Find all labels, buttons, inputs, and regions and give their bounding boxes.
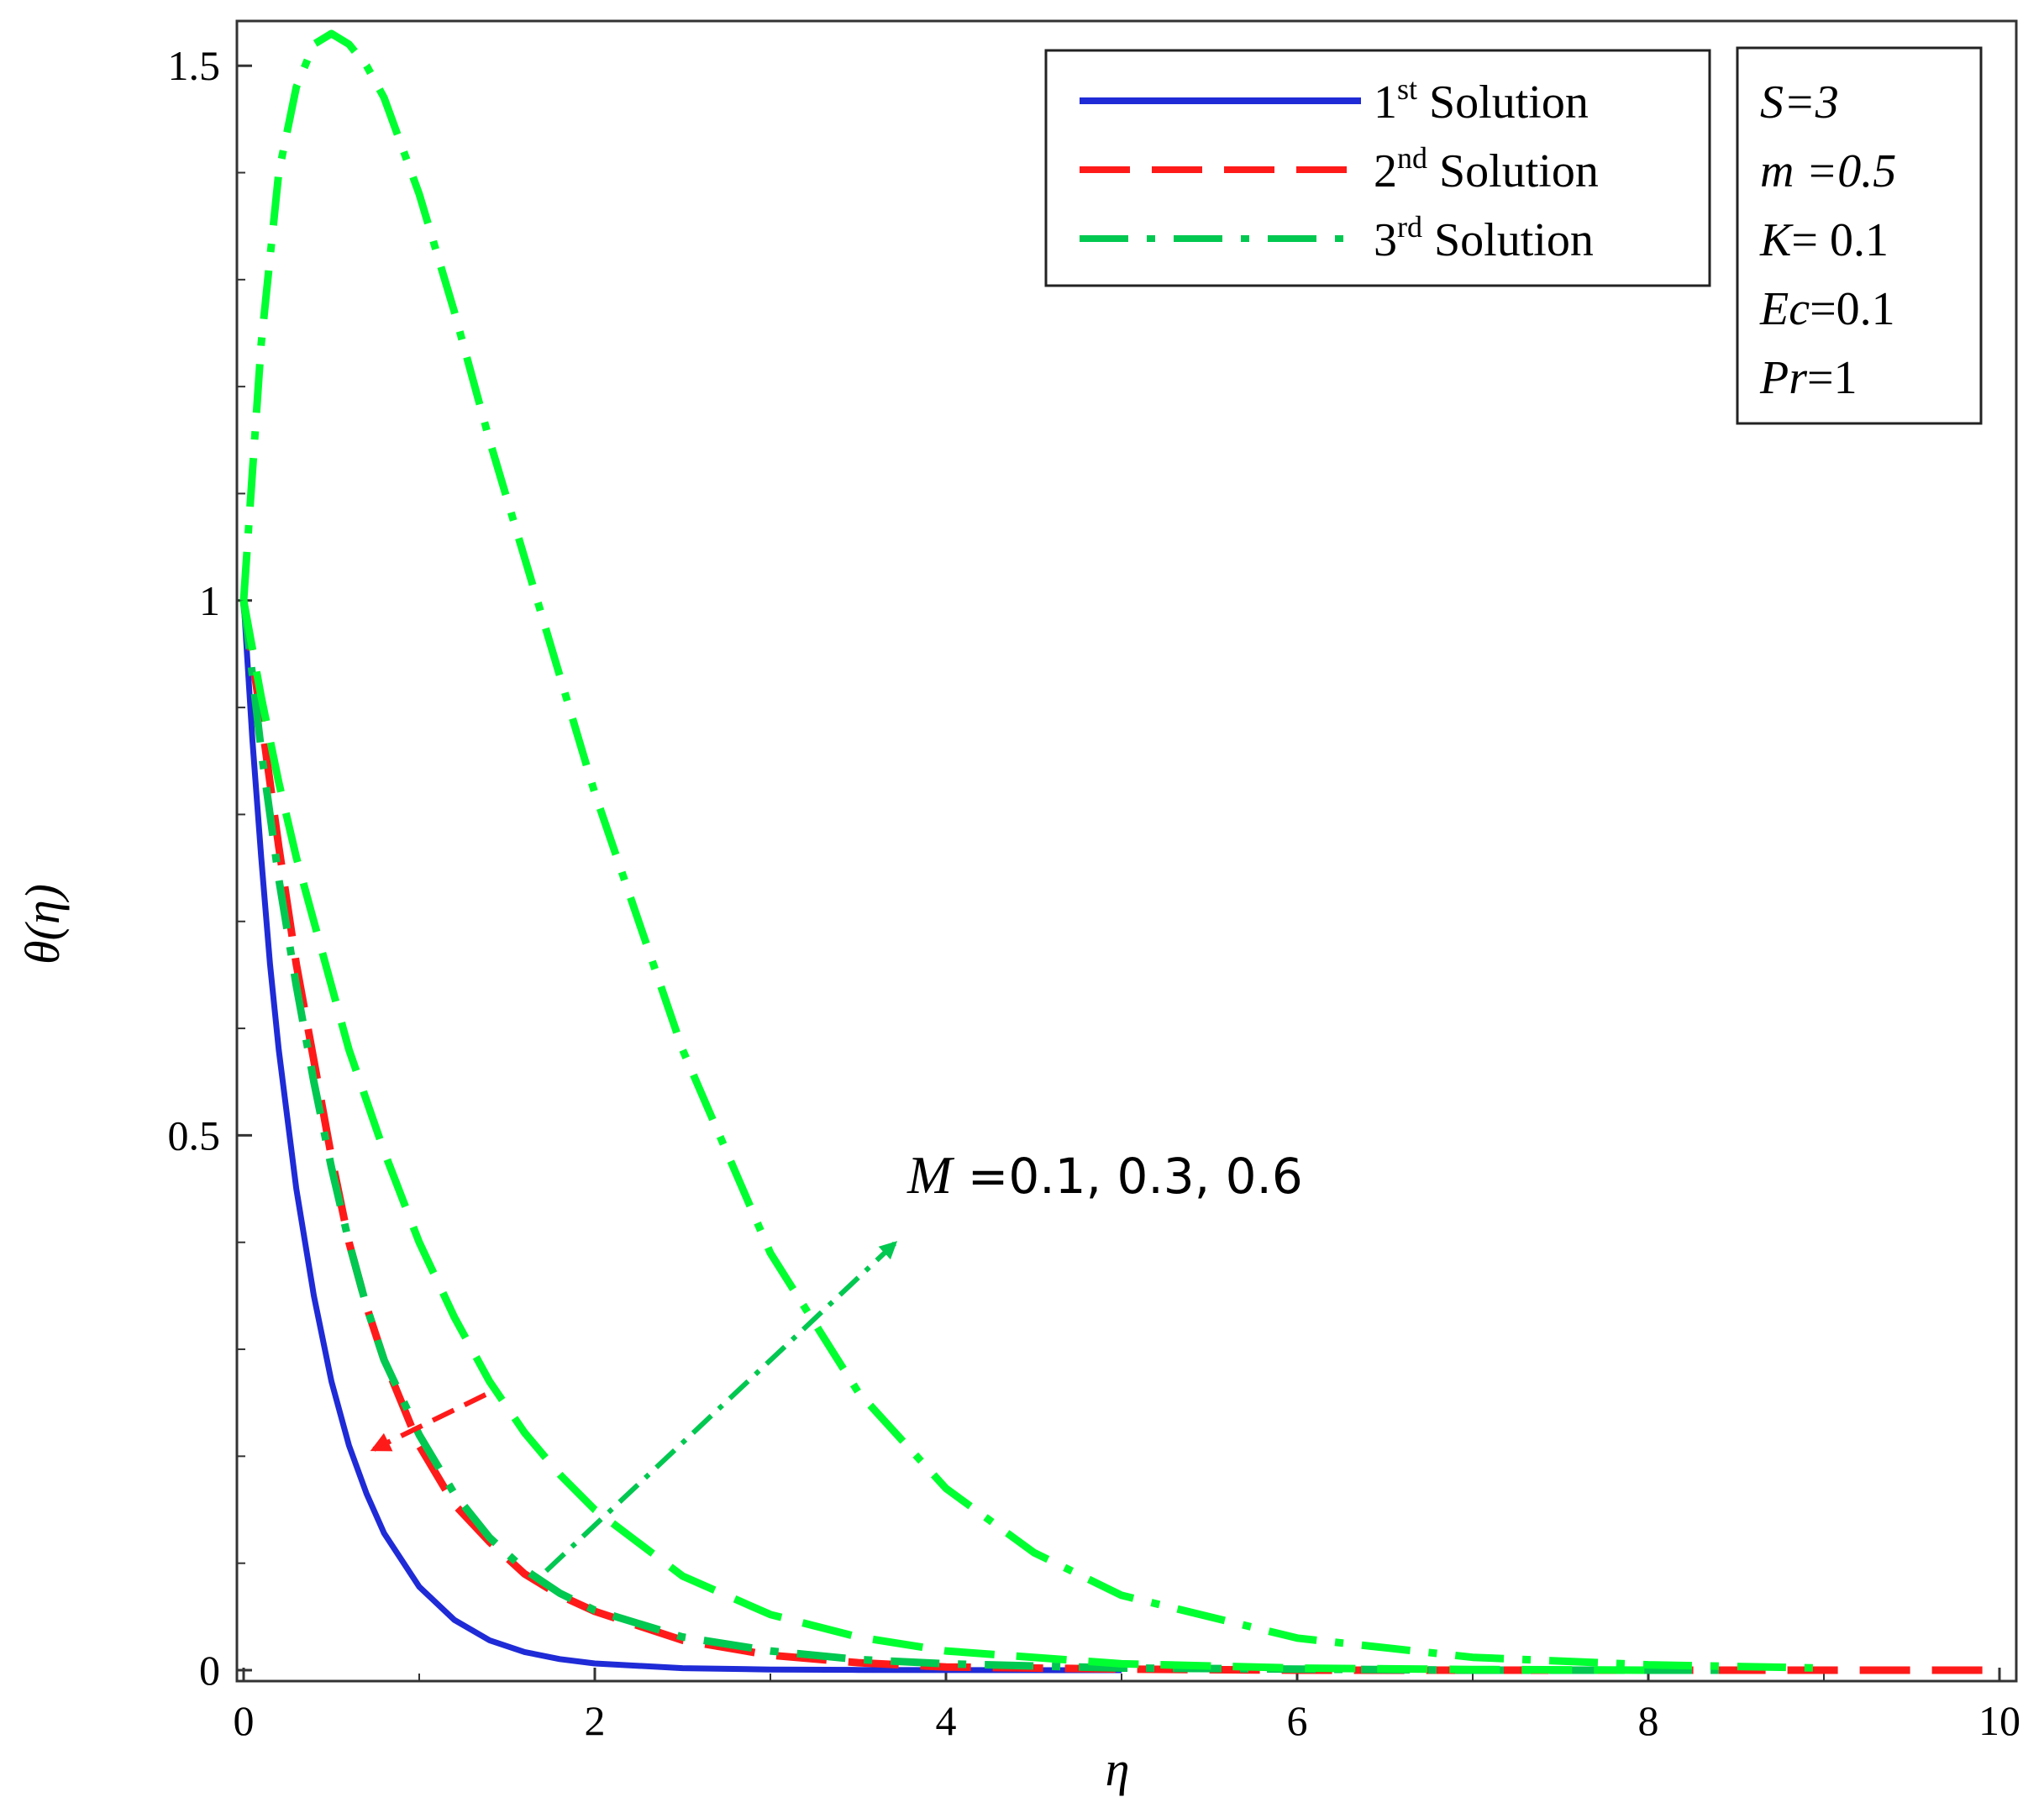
series-line-5 <box>239 29 1825 1672</box>
x-axis-title: η <box>1106 1742 1130 1796</box>
y-tick-label: 0.5 <box>168 1111 221 1159</box>
x-tick-label: 2 <box>585 1697 606 1744</box>
green-trend-arrow <box>544 1241 898 1574</box>
x-tick-label: 4 <box>936 1697 957 1744</box>
parameter-box: S=3 m =0.5 K= 0.1 Ec=0.1 Pr=1 <box>1736 46 1983 425</box>
series-line-3 <box>239 600 1737 1674</box>
series-line-1 <box>240 600 1122 1674</box>
x-tick-label: 6 <box>1287 1697 1308 1744</box>
red-trend-arrow <box>370 1392 487 1452</box>
y-tick-label: 0 <box>199 1647 220 1694</box>
y-tick-label: 1 <box>199 577 220 624</box>
param-2: m =0.5 <box>1760 145 1896 197</box>
legend-label-1: 1st Solution <box>1374 72 1589 129</box>
plot-frame <box>235 19 2018 1683</box>
y-axis-title: θ(η) <box>15 884 70 964</box>
param-4: Ec=0.1 <box>1759 283 1895 335</box>
legend: 1st Solution 2nd Solution 3rd Solution <box>1044 49 1711 287</box>
param-5: Pr=1 <box>1759 352 1857 404</box>
m-annotation: M =0.1, 0.3, 0.6 <box>906 1145 1303 1205</box>
axis-ticks: 0 2 4 6 8 10 0 0.5 1 1.5 <box>168 42 2021 1744</box>
x-tick-label: 8 <box>1638 1697 1659 1744</box>
x-tick-label: 0 <box>234 1697 255 1744</box>
series-line-2 <box>239 600 1999 1674</box>
series-line-4 <box>239 599 1649 1674</box>
y-tick-label: 1.5 <box>168 42 221 89</box>
series-layer <box>239 29 1999 1674</box>
parameter-box-frame <box>1736 46 1983 425</box>
param-1: S=3 <box>1760 76 1839 129</box>
legend-label-2: 2nd Solution <box>1374 141 1599 197</box>
m-annotation-symbol: M <box>906 1145 955 1205</box>
m-annotation-values: =0.1, 0.3, 0.6 <box>952 1148 1303 1205</box>
legend-label-3: 3rd Solution <box>1374 210 1594 266</box>
param-3: K= 0.1 <box>1759 214 1889 266</box>
x-tick-label: 10 <box>1978 1697 2020 1744</box>
